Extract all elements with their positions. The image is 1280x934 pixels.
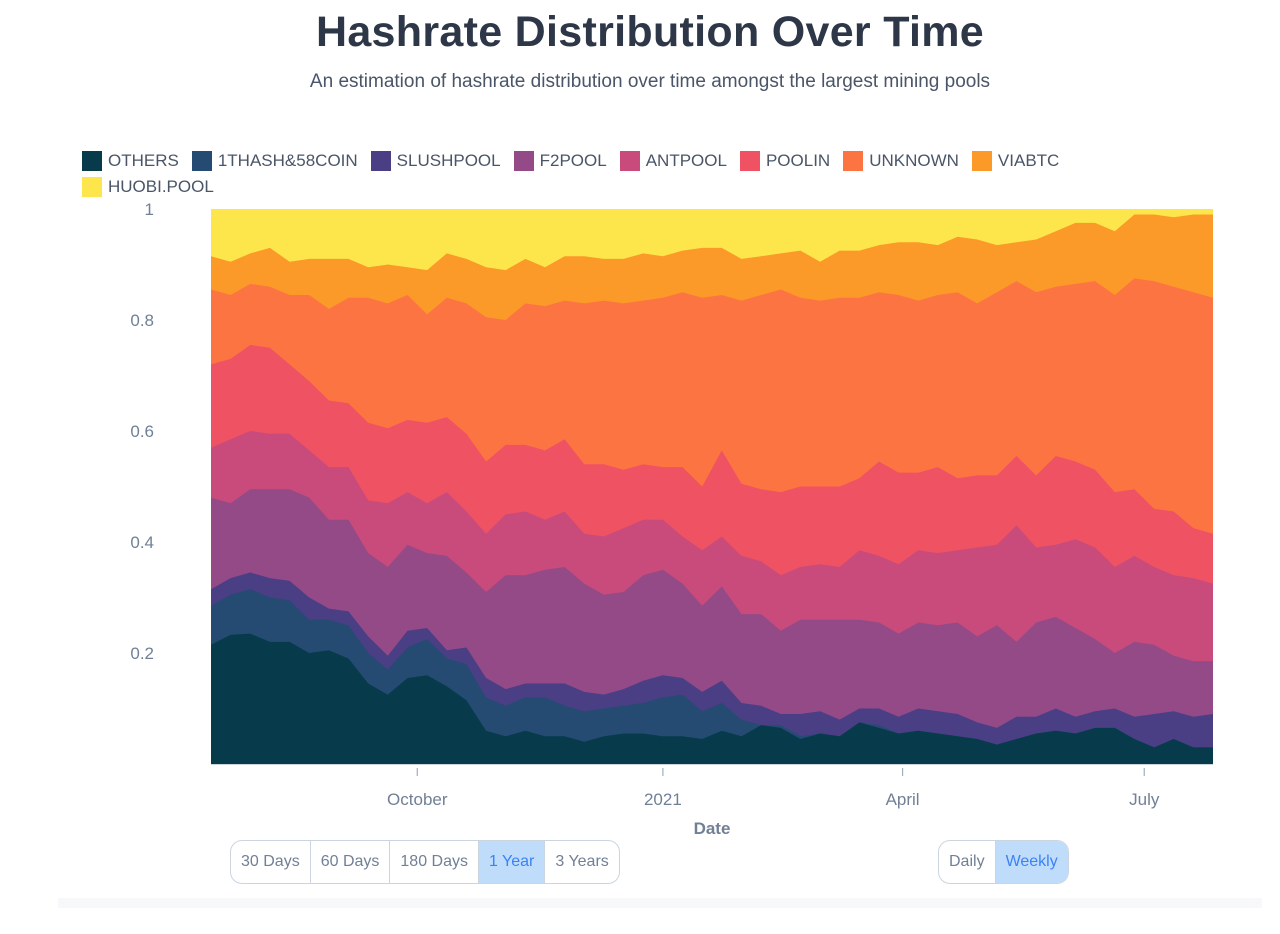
interval-daily-button[interactable]: Daily xyxy=(939,841,996,883)
legend-label: OTHERS xyxy=(108,151,179,170)
legend-item-poolin[interactable]: POOLIN xyxy=(739,150,831,172)
interval-selector: Daily Weekly xyxy=(938,840,1069,884)
legend-swatch xyxy=(971,151,992,171)
page-subtitle: An estimation of hashrate distribution o… xyxy=(309,71,991,92)
legend-item-f2pool[interactable]: F2POOL xyxy=(513,150,607,172)
legend-label: 1THASH&58COIN xyxy=(217,151,358,170)
legend-item-viabtc[interactable]: VIABTC xyxy=(971,150,1060,172)
x-tick-label: April xyxy=(886,790,920,809)
time-range-selector: 30 Days 60 Days 180 Days 1 Year 3 Years xyxy=(230,840,620,884)
y-tick-label: 0.8 xyxy=(130,311,154,330)
legend-swatch xyxy=(513,151,534,171)
legend-label: F2POOL xyxy=(539,151,607,170)
legend-swatch xyxy=(619,151,640,171)
legend-item-1thash-58coin[interactable]: 1THASH&58COIN xyxy=(191,150,358,172)
x-tick-label: October xyxy=(387,790,448,809)
legend-swatch xyxy=(82,151,102,171)
legend-label: ANTPOOL xyxy=(645,151,727,170)
legend-swatch xyxy=(843,151,864,171)
legend-label: POOLIN xyxy=(765,151,831,170)
chart-legend: OTHERS 1THASH&58COIN SLUSHPOOL F2POOL ANTPOO… xyxy=(82,150,1192,198)
y-tick-label: 0.4 xyxy=(130,533,154,552)
range-180-days-button[interactable]: 180 Days xyxy=(390,841,479,883)
legend-swatch xyxy=(191,151,212,171)
range-1-year-button[interactable]: 1 Year xyxy=(479,841,546,883)
legend-item-slushpool[interactable]: SLUSHPOOL xyxy=(370,150,501,172)
legend-item-huobi-pool[interactable]: HUOBI.POOL xyxy=(82,176,214,198)
interval-weekly-button[interactable]: Weekly xyxy=(995,841,1068,883)
y-tick-label: 0.2 xyxy=(130,644,154,663)
range-60-days-button[interactable]: 60 Days xyxy=(311,841,391,883)
legend-label: UNKNOWN xyxy=(869,151,959,170)
y-tick-label: 0.6 xyxy=(130,422,154,441)
x-tick-label: July xyxy=(1129,790,1160,809)
legend-item-others[interactable]: OTHERS xyxy=(82,150,179,172)
range-30-days-button[interactable]: 30 Days xyxy=(231,841,311,883)
footer-divider xyxy=(58,898,1262,908)
legend-swatch xyxy=(370,151,391,171)
legend-item-unknown[interactable]: UNKNOWN xyxy=(843,150,959,172)
area-series-others[interactable] xyxy=(211,633,1213,764)
legend-swatch xyxy=(82,177,102,197)
x-tick-label: 2021 xyxy=(644,790,682,809)
range-3-years-button[interactable]: 3 Years xyxy=(555,853,609,870)
legend-label: HUOBI.POOL xyxy=(108,177,214,196)
legend-item-antpool[interactable]: ANTPOOL xyxy=(619,150,727,172)
legend-swatch xyxy=(739,151,760,171)
legend-label: SLUSHPOOL xyxy=(396,151,501,170)
legend-label: VIABTC xyxy=(997,151,1060,170)
y-tick-label: 1 xyxy=(145,200,154,219)
x-axis-title: Date xyxy=(694,819,731,838)
page-title: Hashrate Distribution Over Time xyxy=(315,8,984,56)
